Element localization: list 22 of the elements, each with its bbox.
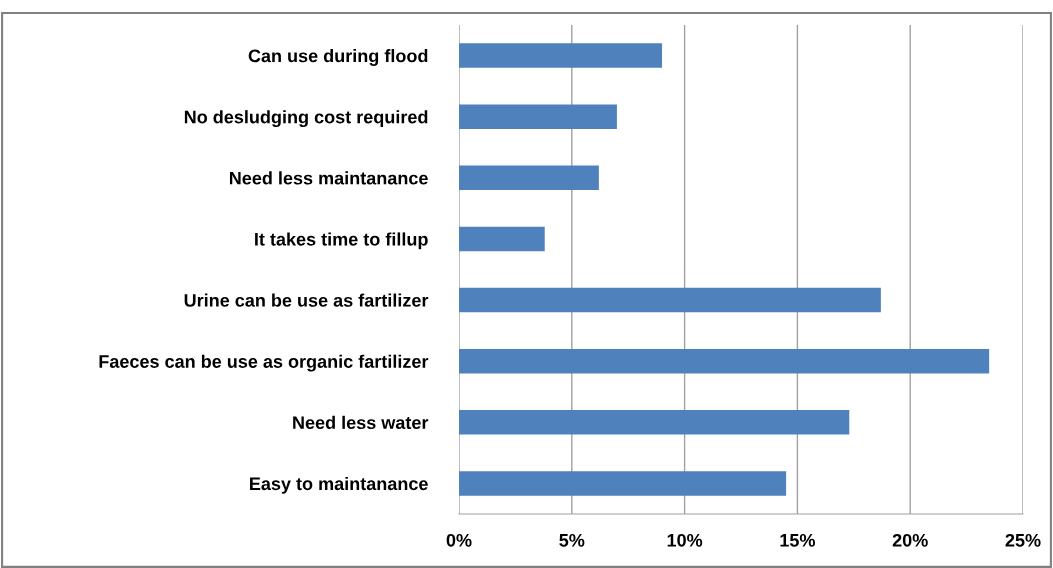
y-tick-label: Easy to maintanance xyxy=(250,476,428,494)
x-tick-label: 25% xyxy=(1005,533,1041,547)
bar xyxy=(459,348,990,374)
y-tick-label: No desludging cost required xyxy=(184,110,428,128)
bar xyxy=(459,226,545,252)
bar xyxy=(459,471,787,496)
x-tick-label: 5% xyxy=(559,533,585,547)
y-tick-label: Can use during flood xyxy=(248,49,428,66)
x-tick-label: 15% xyxy=(780,533,815,547)
x-tick-label: 20% xyxy=(892,533,928,547)
x-tick-label: 10% xyxy=(667,533,703,547)
bar xyxy=(459,410,850,435)
x-tick-label: 0% xyxy=(446,533,472,547)
bar xyxy=(459,165,599,191)
bar xyxy=(459,43,663,68)
y-tick-label: Faeces can be use as organic fartilizer xyxy=(99,354,429,372)
y-tick-label: Need less maintanance xyxy=(229,171,428,185)
y-tick-label: Urine can be use as fartilizer xyxy=(184,293,429,307)
y-tick-label: Need less water xyxy=(293,415,429,430)
y-tick-label: It takes time to fillup xyxy=(255,232,428,250)
bar xyxy=(459,287,881,313)
bar xyxy=(459,104,617,129)
